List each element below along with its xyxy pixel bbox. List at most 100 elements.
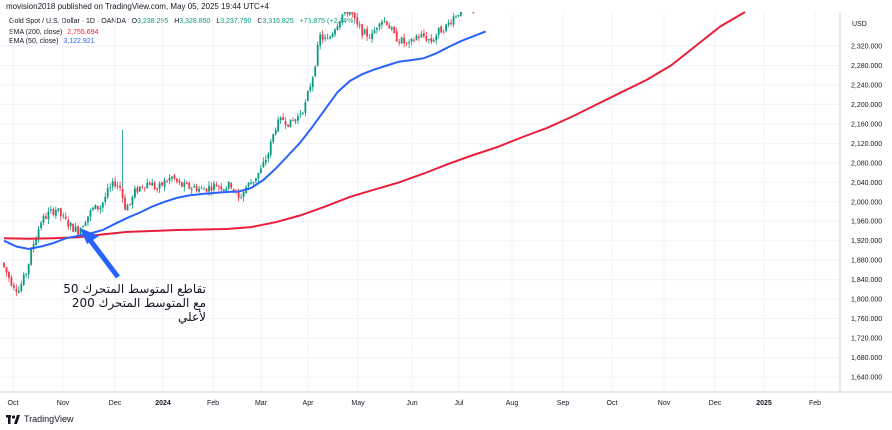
time-tick-label: Apr: [303, 400, 315, 407]
candle-body: [10, 277, 13, 286]
candle-body: [356, 17, 359, 25]
candle-body: [326, 38, 329, 40]
candle-body: [408, 42, 410, 44]
candle-body: [259, 168, 262, 174]
candle-body: [180, 182, 183, 187]
candle-body: [371, 33, 373, 40]
candle-body: [398, 41, 401, 43]
price-axis: 2,320.000 2,280.000 2,240.000 2,200.000 2,16…: [851, 44, 882, 382]
candle-body: [383, 20, 386, 22]
price-tick-label: 2,240.000: [851, 82, 882, 89]
candle-body: [373, 30, 376, 34]
candle-body: [42, 215, 45, 223]
open-value: 3,238.295: [137, 18, 169, 25]
candle-body: [96, 205, 99, 210]
sma-legend[interactable]: SMA (200, close) 2,755.694: [9, 29, 98, 36]
price-tick-label: 1,800.000: [851, 297, 882, 304]
candle-body: [366, 28, 368, 37]
candle-body: [267, 153, 270, 159]
candle-body: [427, 39, 430, 41]
candle-body: [114, 181, 117, 187]
crossover-annotation: تقاطع المتوسط المتحرك 50 مع المتوسط المت…: [58, 282, 206, 324]
candle-body: [250, 182, 252, 185]
time-tick-label: Oct: [607, 400, 618, 407]
ema-label: EMA (50, close): [9, 38, 59, 45]
candle-body: [269, 141, 272, 155]
candle-body: [311, 77, 314, 88]
candle-body: [306, 91, 309, 101]
price-tick-label: 2,200.000: [851, 102, 882, 109]
candle-body: [215, 184, 218, 187]
ema-legend[interactable]: EMA (50, close) 3,122.921: [9, 38, 95, 45]
candle-body: [225, 188, 228, 191]
candle-body: [161, 182, 163, 186]
candle-body: [252, 181, 255, 184]
candle-body: [227, 181, 230, 189]
price-tick-label: 1,680.000: [851, 355, 882, 362]
candle-body: [171, 176, 173, 179]
candle-body: [146, 182, 149, 189]
chart-grid: [0, 12, 840, 392]
candle-body: [348, 12, 351, 15]
candle-body: [351, 12, 354, 14]
candle-body: [289, 119, 292, 128]
candle-body: [435, 35, 438, 41]
candle-body: [301, 112, 304, 114]
time-tick-label: Nov: [658, 400, 671, 407]
candle-body: [423, 33, 425, 37]
candle-body: [213, 183, 215, 190]
arrow-shaft: [88, 238, 120, 279]
time-tick-label: Dec: [109, 400, 122, 407]
candle-body: [37, 229, 40, 240]
candle-body: [257, 172, 260, 179]
price-tick-label: 2,120.000: [851, 141, 882, 148]
candle-body: [183, 182, 186, 187]
candle-body: [99, 207, 102, 210]
candle-body: [74, 226, 77, 232]
candle-body: [393, 27, 396, 33]
candle-body: [67, 220, 70, 227]
candle-body: [79, 228, 82, 237]
ema-50-line: [3, 30, 487, 251]
price-tick-label: 1,880.000: [851, 258, 882, 265]
candle-body: [57, 208, 60, 211]
candle-body: [420, 34, 423, 38]
candle-body: [432, 40, 435, 42]
candle-body: [109, 187, 112, 188]
candle-body: [15, 288, 18, 292]
candle-body: [440, 26, 443, 33]
ohlc-legend: Gold Spot / U.S. Dollar · 1D · OANDA O3,…: [9, 18, 356, 25]
candle-body: [346, 12, 349, 15]
candle-body: [450, 22, 452, 25]
candle-body: [274, 129, 277, 135]
candle-body: [193, 186, 196, 188]
candle-body: [437, 27, 440, 35]
candle-body: [381, 21, 383, 25]
candle-body: [8, 272, 10, 278]
candle-body: [299, 114, 302, 116]
candle-body: [52, 208, 55, 215]
candle-body: [64, 216, 67, 219]
candle-body: [324, 37, 326, 39]
candle-body: [200, 188, 203, 189]
sma-200-line: [3, 11, 746, 240]
footer-brand[interactable]: TradingView: [6, 414, 74, 424]
crossover-arrow: [80, 228, 120, 279]
candle-body: [3, 262, 5, 267]
candle-body: [203, 188, 205, 190]
currency-label: USD: [852, 21, 867, 28]
candle-body: [59, 208, 62, 217]
tradingview-logo-icon: [6, 414, 20, 424]
candle-body: [343, 12, 346, 14]
candle-body: [22, 274, 25, 285]
candle-body: [415, 35, 418, 40]
candle-body: [134, 188, 136, 198]
candle-body: [363, 29, 366, 35]
candle-body: [321, 34, 324, 40]
candle-body: [240, 197, 243, 199]
candle-body: [20, 283, 23, 292]
candle-body: [247, 183, 250, 187]
candle-body: [400, 37, 403, 44]
candle-body: [445, 24, 448, 32]
